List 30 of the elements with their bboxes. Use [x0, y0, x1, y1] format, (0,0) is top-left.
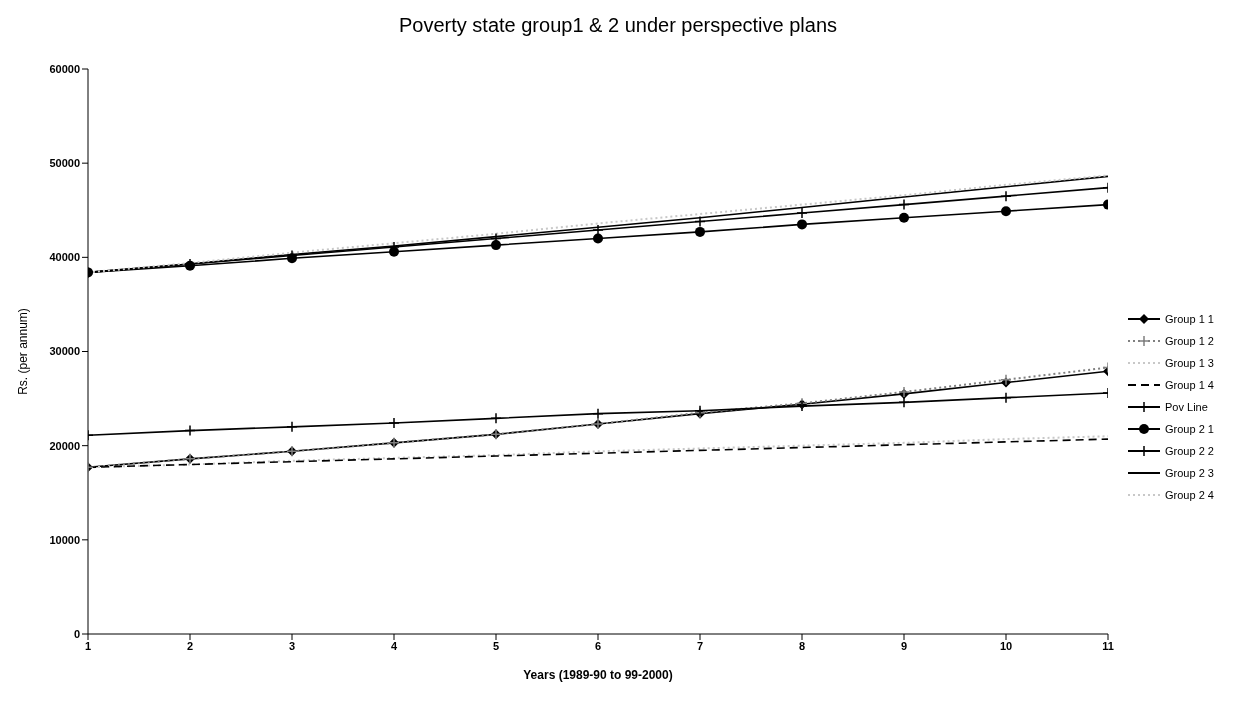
legend-label: Group 2 4: [1165, 489, 1214, 501]
x-tick-label: 5: [492, 639, 500, 652]
x-tick-label: 4: [390, 639, 398, 652]
y-tick-label: 40000: [49, 251, 80, 264]
legend-label: Group 2 2: [1165, 445, 1214, 457]
y-tick-label: 60000: [49, 62, 80, 75]
legend-label: Pov Line: [1165, 401, 1208, 413]
y-tick-label: 30000: [49, 345, 80, 358]
x-tick-label: 9: [900, 639, 908, 652]
legend-label: Group 1 1: [1165, 313, 1214, 325]
legend-label: Group 2 3: [1165, 467, 1214, 479]
y-tick-label: 20000: [49, 439, 80, 452]
chart-title: Poverty state group1 & 2 under perspective plans: [397, 14, 838, 37]
x-tick-label: 8: [798, 639, 806, 652]
legend-label: Group 1 4: [1165, 379, 1214, 391]
x-tick-label: 10: [999, 639, 1013, 652]
x-tick-label: 1: [84, 639, 92, 652]
legend-label: Group 1 3: [1165, 357, 1214, 369]
legend-label: Group 2 1: [1165, 423, 1214, 435]
y-tick-label: 10000: [49, 533, 80, 546]
y-axis-title: Rs. (per annum): [16, 308, 31, 395]
y-tick-label: 50000: [49, 157, 80, 170]
x-tick-label: 2: [186, 639, 194, 652]
x-tick-label: 7: [696, 639, 704, 652]
x-tick-label: 11: [1102, 639, 1114, 652]
legend-label: Group 1 2: [1165, 335, 1214, 347]
x-tick-label: 3: [288, 639, 296, 652]
x-axis-title: Years (1989-90 to 99-2000): [523, 668, 673, 682]
x-tick-label: 6: [594, 639, 602, 652]
y-tick-label: 0: [73, 627, 80, 640]
